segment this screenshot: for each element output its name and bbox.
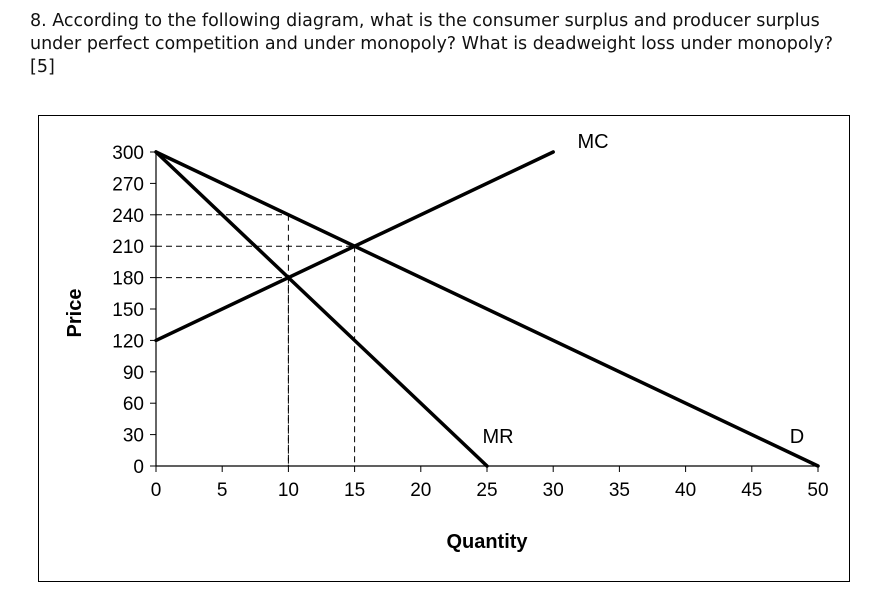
x-tick-label: 50 — [807, 480, 828, 501]
x-tick-label: 5 — [217, 480, 228, 501]
x-tick-label: 45 — [741, 480, 762, 501]
y-tick-label: 0 — [133, 457, 144, 478]
x-tick-label: 10 — [278, 480, 299, 501]
question-line-3: [5] — [30, 57, 55, 77]
y-tick-label: 210 — [112, 237, 144, 258]
y-tick-label: 30 — [123, 426, 144, 447]
series-line-mc — [154, 150, 555, 343]
question-text: 8. According to the following diagram, w… — [30, 10, 850, 79]
x-tick-label: 40 — [675, 480, 696, 501]
reference-lines — [156, 214, 356, 466]
curves — [154, 150, 820, 468]
x-tick-label: 20 — [410, 480, 431, 501]
labels: Price Quantity MC MR D — [64, 131, 804, 553]
y-tick-label: 150 — [112, 300, 144, 321]
series-label-d: D — [790, 426, 804, 448]
series-line-mr — [154, 150, 489, 468]
economics-chart: 0 30 60 90 120 150 180 210 240 270 300 0 5 10 15 20 25 30… — [38, 115, 850, 582]
series-label-mr: MR — [482, 426, 513, 448]
x-tick-label: 30 — [543, 480, 564, 501]
y-axis-title: Price — [64, 289, 86, 338]
y-tick-label: 60 — [123, 394, 144, 415]
y-tick-label: 300 — [112, 143, 144, 164]
y-tick-label: 270 — [112, 174, 144, 195]
question-line-1: 8. According to the following diagram, w… — [30, 11, 820, 31]
series-line-d — [154, 150, 820, 468]
y-tick-label: 240 — [112, 206, 144, 227]
y-tick-label: 120 — [112, 331, 144, 352]
x-tick-label: 35 — [609, 480, 630, 501]
y-tick-label: 90 — [123, 363, 144, 384]
question-line-2: under perfect competition and under mono… — [30, 34, 834, 54]
x-tick-label: 15 — [344, 480, 365, 501]
x-tick-label: 25 — [476, 480, 497, 501]
chart-border — [38, 115, 850, 582]
y-tick-label: 180 — [112, 269, 144, 290]
x-tick-label: 0 — [151, 480, 162, 501]
series-label-mc: MC — [577, 131, 608, 153]
x-axis-title: Quantity — [446, 531, 528, 553]
